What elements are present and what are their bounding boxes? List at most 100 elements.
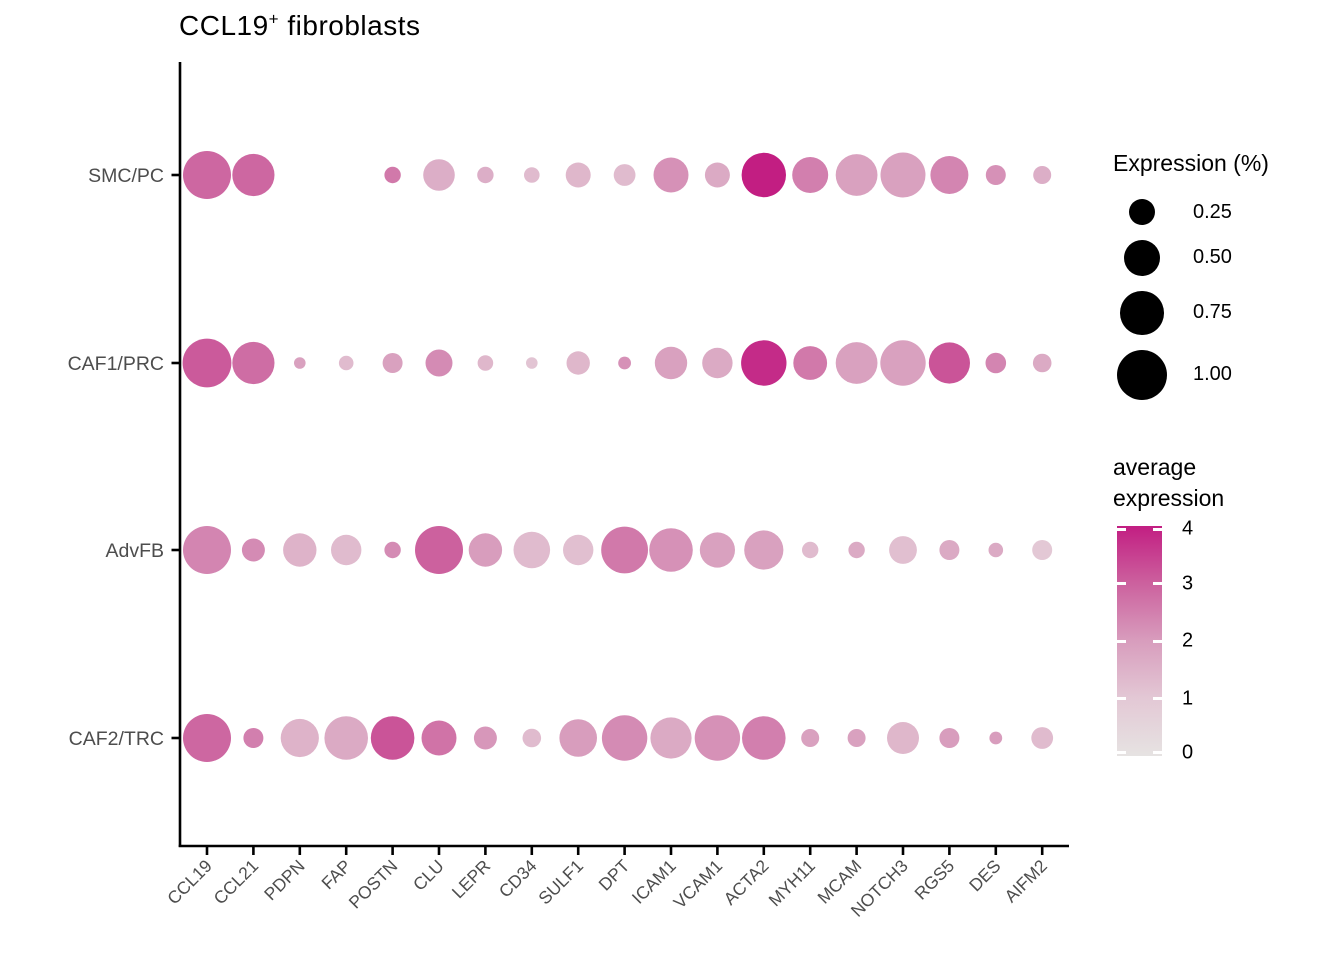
plot-title-suffix: fibroblasts [279,10,421,41]
expression-dot [699,532,736,568]
size-legend-row: 1.00 [1113,349,1338,400]
color-bar-tick-label: 0 [1182,741,1194,764]
size-legend-dot-cell [1113,290,1171,335]
color-bar-tick [1117,582,1126,585]
row-label: CAF2/TRC [69,728,164,750]
gene-label: CLU [409,856,448,895]
expression-dot [985,165,1006,185]
expression-dot [183,151,231,199]
expression-dot [425,349,453,377]
gene-label: MYH11 [765,856,819,910]
gene-label: LEPR [448,856,494,902]
expression-dot [331,534,362,566]
expression-dot [1033,166,1052,184]
expression-dot [324,716,369,760]
expression-dot [848,541,865,559]
color-bar-tick-label: 2 [1182,629,1194,652]
expression-dot [384,541,401,559]
gene-label: DPT [595,855,634,894]
expression-dot [793,346,828,380]
expression-dot [421,720,457,756]
expression-dot [477,355,494,371]
expression-dot [847,729,866,747]
expression-dot [880,340,926,386]
gene-label: DES [965,856,1005,896]
expression-dot [283,533,317,567]
expression-dot [477,166,494,184]
expression-dot [468,533,503,567]
expression-dot [649,528,693,572]
expression-dot [382,353,403,373]
expression-dot [988,542,1004,558]
size-legend-row: 0.25 [1113,199,1338,225]
expression-dot [792,157,829,193]
expression-dot [1032,353,1052,373]
expression-dot [989,731,1003,745]
expression-dot [741,340,787,386]
size-legend-dot [1120,290,1164,335]
color-bar-tick-label: 4 [1182,517,1194,540]
expression-dot [473,726,497,750]
color-legend: average expression 4 3 2 1 0 [1113,452,1338,763]
size-legend-title: Expression (%) [1113,150,1269,176]
color-legend-title-line1: average [1113,454,1197,480]
gene-label: POSTN [345,856,402,913]
row-label: AdvFB [105,540,164,562]
expression-dot [601,526,648,574]
color-bar-tick [1117,639,1126,643]
expression-dot [241,538,265,562]
size-legend-dot [1129,199,1155,225]
color-bar-tick [1153,527,1162,531]
color-bar-tick-label: 1 [1182,687,1194,709]
expression-dot [613,164,636,186]
color-legend-title-line2: expression [1113,485,1225,511]
expression-dot [232,153,275,197]
color-bar-tick [1153,751,1162,755]
gene-label: CCL21 [210,856,263,909]
expression-dot [415,526,463,574]
gene-label: ACTA2 [720,856,773,909]
expression-dot [618,356,631,370]
expression-dot [565,162,591,188]
expression-dot [1032,540,1053,560]
size-legend-rows: 0.25 0.50 0.75 1.00 [1113,199,1338,400]
expression-dot [985,352,1007,374]
row-label: SMC/PC [88,165,164,187]
color-bar-tick-label: 3 [1182,572,1194,594]
expression-dot [835,342,878,384]
row-label: CAF1/PRC [68,353,164,375]
color-bar-tick [1117,527,1126,531]
size-legend-dot [1117,349,1167,400]
expression-dot [294,357,306,369]
expression-dot [939,540,960,560]
expression-dot [835,154,878,196]
expression-dot [653,157,689,193]
expression-dot [522,728,542,748]
color-bar-tick [1153,697,1162,700]
expression-dot [183,526,231,574]
color-bar-tick [1117,697,1126,700]
gene-label: RGS5 [910,856,958,904]
expression-dot [939,728,960,748]
color-legend-bar-wrap: 4 3 2 1 0 [1113,518,1338,763]
gene-label: PDPN [260,856,309,905]
expression-dot [654,346,688,380]
size-legend-dot [1124,240,1160,276]
expression-dot [182,338,232,388]
size-legend-dot-cell [1113,240,1171,276]
expression-dot [744,530,784,570]
color-bar-tick [1153,639,1162,643]
expression-dot [280,718,319,758]
color-bar-tick [1117,751,1126,755]
expression-dot [887,722,919,754]
gene-label: FAP [317,856,355,894]
gene-label: CCL19 [163,856,216,909]
size-legend-row: 0.75 [1113,290,1338,335]
expression-dot [880,152,926,198]
expression-dot [694,715,741,761]
expression-dot [384,166,401,184]
size-legend-row: 0.50 [1113,240,1338,276]
size-legend-value: 0.50 [1193,246,1232,269]
expression-dot [802,541,819,559]
